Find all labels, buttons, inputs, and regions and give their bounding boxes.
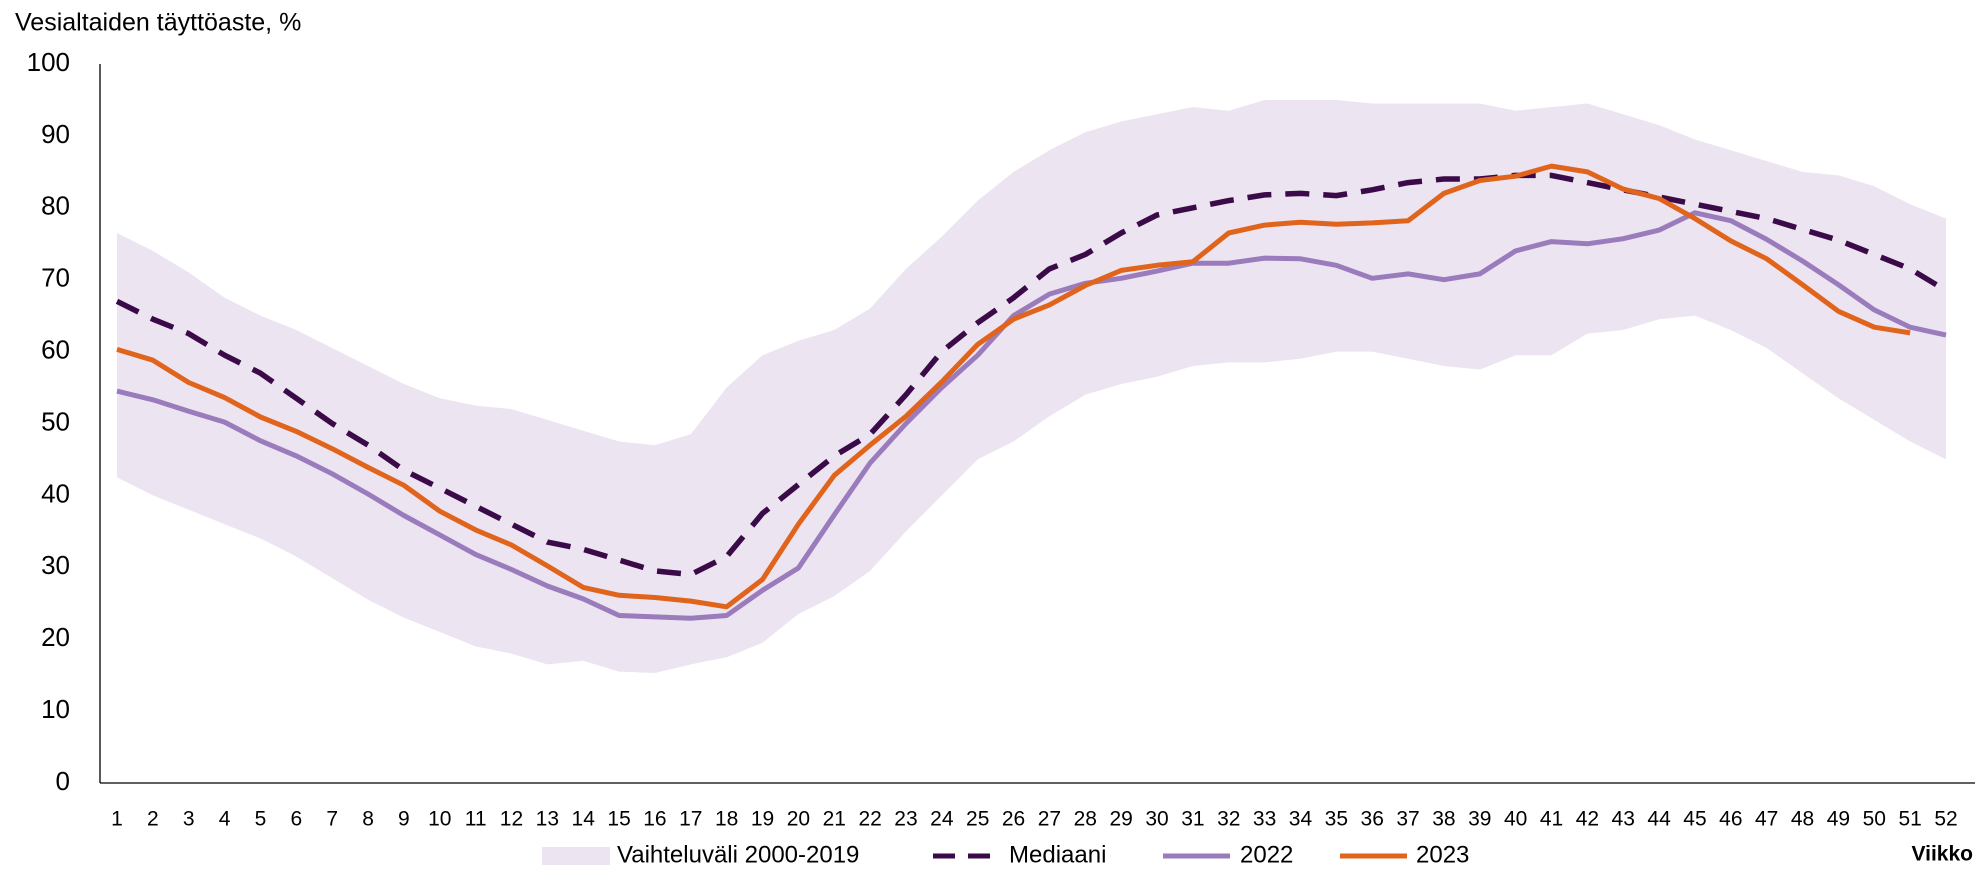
x-tick-label: 5	[255, 808, 267, 831]
x-tick-label: 51	[1898, 808, 1921, 831]
y-tick-label: 0	[56, 766, 70, 796]
x-tick-label: 36	[1361, 808, 1384, 831]
x-tick-label: 39	[1468, 808, 1491, 831]
x-tick-label: 21	[823, 808, 846, 831]
y-tick-label: 50	[41, 406, 70, 436]
x-axis-title: Viikko	[1912, 843, 1973, 866]
x-tick-label: 12	[500, 808, 523, 831]
y-tick-label: 60	[41, 334, 70, 364]
x-tick-label: 23	[894, 808, 917, 831]
x-tick-label: 38	[1432, 808, 1455, 831]
x-tick-label: 8	[362, 808, 374, 831]
series-line	[116, 163, 1911, 610]
y-tick-label: 90	[41, 119, 70, 149]
y-tick-label: 40	[41, 478, 70, 508]
x-tick-label: 50	[1863, 808, 1886, 831]
x-tick-label: 35	[1325, 808, 1348, 831]
x-tick-label: 29	[1109, 808, 1132, 831]
x-tick-label: 18	[715, 808, 738, 831]
x-tick-label: 41	[1540, 808, 1563, 831]
x-tick-label: 7	[326, 808, 338, 831]
x-tick-label: 34	[1289, 808, 1313, 831]
x-tick-label: 11	[465, 808, 487, 831]
x-tick-label: 19	[751, 808, 774, 831]
x-tick-label: 22	[858, 808, 881, 831]
x-tick-label: 2	[147, 808, 159, 831]
x-tick-label: 49	[1827, 808, 1850, 831]
x-tick-label: 45	[1683, 808, 1706, 831]
x-tick-label: 32	[1217, 808, 1240, 831]
x-tick-label: 9	[398, 808, 410, 831]
series-line	[116, 210, 1947, 621]
x-tick-label: 26	[1002, 808, 1025, 831]
x-tick-label: 46	[1719, 808, 1742, 831]
x-tick-label: 40	[1504, 808, 1527, 831]
x-tick-label: 52	[1934, 808, 1957, 831]
x-tick-label: 3	[183, 808, 195, 831]
y-tick-label: 70	[41, 263, 70, 293]
x-tick-label: 43	[1612, 808, 1635, 831]
x-tick-label: 28	[1074, 808, 1097, 831]
x-tick-label: 44	[1647, 808, 1671, 831]
x-tick-label: 31	[1181, 808, 1204, 831]
x-tick-label: 1	[111, 808, 123, 831]
x-tick-label: 20	[787, 808, 810, 831]
x-tick-label: 16	[643, 808, 666, 831]
x-tick-label: 42	[1576, 808, 1599, 831]
x-tick-label: 24	[930, 808, 954, 831]
legend-label: 2022	[1240, 841, 1293, 868]
y-tick-label: 10	[41, 694, 70, 724]
x-tick-label: 47	[1755, 808, 1778, 831]
x-tick-label: 33	[1253, 808, 1276, 831]
x-tick-label: 48	[1791, 808, 1814, 831]
y-tick-label: 100	[27, 47, 70, 77]
x-tick-label: 13	[536, 808, 559, 831]
legend-label: Mediaani	[1009, 841, 1106, 868]
range-band	[117, 100, 1946, 673]
y-axis-title: Vesialtaiden täyttöaste, %	[15, 9, 301, 37]
x-tick-label: 37	[1396, 808, 1419, 831]
y-tick-label: 20	[41, 622, 70, 652]
x-tick-label: 30	[1145, 808, 1168, 831]
x-tick-label: 4	[219, 808, 231, 831]
y-tick-label: 30	[41, 550, 70, 580]
legend-label: 2023	[1416, 841, 1469, 868]
x-tick-label: 14	[572, 808, 596, 831]
legend-label: Vaihteluväli 2000-2019	[617, 841, 859, 868]
legend-swatch	[542, 847, 610, 865]
y-tick-label: 80	[41, 191, 70, 221]
x-tick-label: 15	[607, 808, 630, 831]
x-tick-label: 10	[428, 808, 451, 831]
x-tick-label: 6	[290, 808, 302, 831]
x-tick-label: 25	[966, 808, 989, 831]
x-tick-label: 27	[1038, 808, 1061, 831]
x-tick-label: 17	[679, 808, 702, 831]
